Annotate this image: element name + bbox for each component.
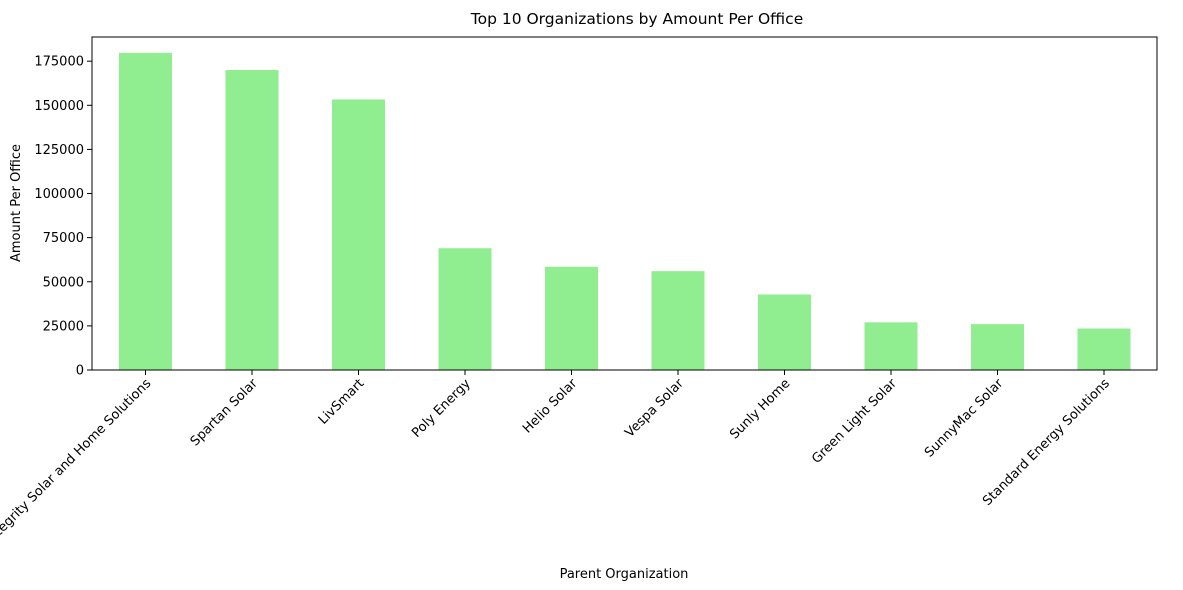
x-axis-label: Parent Organization — [560, 567, 689, 582]
x-tick-label: Vespa Solar — [622, 376, 687, 441]
bar — [758, 294, 811, 370]
x-axis-ticks: Integrity Solar and Home Solutions Sparta… — [0, 370, 1113, 548]
bars-group — [119, 52, 1131, 371]
bar — [332, 99, 385, 371]
bar — [1077, 328, 1131, 370]
plot-frame — [91, 36, 1158, 371]
y-tick-label: 125000 — [34, 143, 84, 158]
y-tick-label: 0 — [76, 364, 84, 379]
bar — [651, 271, 705, 370]
x-tick-label: Green Light Solar — [809, 376, 900, 467]
y-tick-label: 50000 — [43, 275, 84, 290]
bar — [864, 322, 918, 370]
y-tick-label: 25000 — [43, 319, 84, 334]
y-tick-label: 175000 — [34, 55, 84, 70]
y-tick-label: 150000 — [34, 99, 84, 114]
x-tick-label: Standard Energy Solutions — [980, 376, 1113, 509]
y-tick-label: 75000 — [43, 231, 84, 246]
x-tick-label: SunnyMac Solar — [922, 376, 1007, 461]
x-tick-label: Helio Solar — [520, 376, 581, 437]
x-tick-label: LivSmart — [316, 376, 368, 428]
bar — [545, 266, 598, 370]
y-axis-label: Amount Per Office — [9, 144, 24, 262]
x-tick-label: Integrity Solar and Home Solutions — [0, 376, 154, 548]
x-tick-label: Poly Energy — [409, 376, 474, 441]
x-tick-label: Spartan Solar — [188, 376, 262, 450]
x-tick-label: Sunly Home — [727, 376, 793, 442]
bar — [438, 248, 492, 370]
y-axis-ticks: 0 25000 50000 75000 100000 125000 150000 175000 — [34, 55, 92, 379]
bar — [225, 70, 279, 370]
y-tick-label: 100000 — [34, 187, 84, 202]
bar — [971, 324, 1024, 370]
bar — [119, 52, 172, 370]
chart-title: Top 10 Organizations by Amount Per Offic… — [470, 10, 803, 28]
